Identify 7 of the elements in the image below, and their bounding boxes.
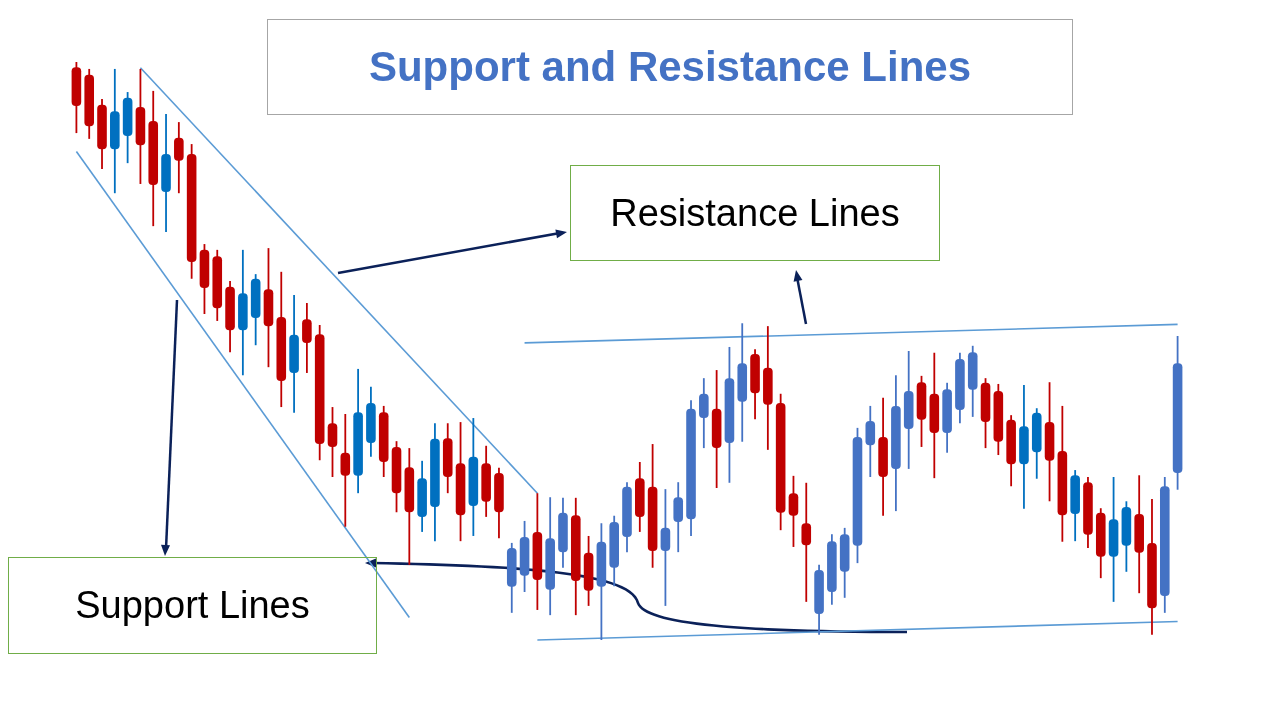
candlestick bbox=[660, 488, 671, 607]
candlestick bbox=[801, 481, 812, 603]
candlestick bbox=[788, 474, 799, 548]
candlestick bbox=[174, 121, 184, 195]
candlestick bbox=[327, 406, 338, 478]
candlestick bbox=[302, 302, 312, 374]
candlestick bbox=[340, 413, 351, 528]
